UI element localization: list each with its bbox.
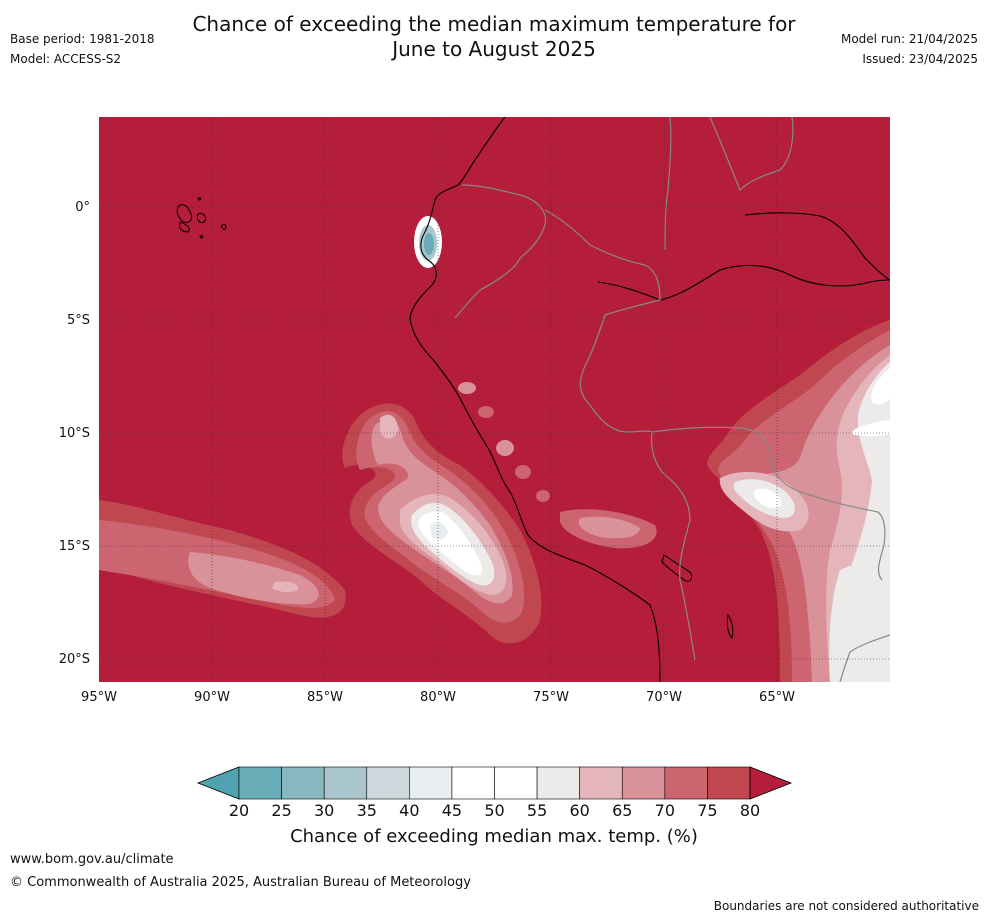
contour-ecuador-25 (424, 233, 434, 255)
colorbar-tick-label: 50 (484, 801, 504, 820)
colorbar-tick-label: 55 (527, 801, 547, 820)
lon-label-85w: 85°W (307, 690, 343, 705)
base-period: Base period: 1981-2018 (10, 32, 155, 46)
contour-bolivia-50 (753, 488, 782, 509)
colorbar-tick-label: 75 (697, 801, 717, 820)
colorbar-tick-label: 45 (442, 801, 462, 820)
contour-west-band-60 (272, 581, 299, 593)
colorbar-tick-label: 25 (271, 801, 291, 820)
colorbar-tick-label: 60 (569, 801, 589, 820)
colorbar-swatch (579, 766, 623, 800)
colorbar-tick-label: 65 (612, 801, 632, 820)
colorbar-swatch (621, 766, 666, 800)
colorbar-tick-label: 35 (357, 801, 377, 820)
model-name: Model: ACCESS-S2 (10, 52, 122, 66)
country-borders (454, 117, 890, 682)
lake-small (726, 613, 734, 639)
colorbar-swatch (494, 766, 538, 800)
colorbar-tick-label: 70 (655, 801, 675, 820)
colorbar-swatch (409, 766, 453, 800)
title-line-2: June to August 2025 (392, 37, 596, 61)
lat-label-10s: 10°S (59, 426, 90, 441)
colorbar-swatch (536, 766, 580, 800)
colorbar-tick-label: 80 (740, 801, 760, 820)
contour-small-blob-6 (536, 490, 550, 502)
colorbar-tick-label: 40 (399, 801, 419, 820)
footer-copyright: © Commonwealth of Australia 2025, Austra… (10, 875, 471, 890)
contour-east-50-b (851, 420, 890, 437)
lon-label-95w: 95°W (81, 690, 117, 705)
contour-east-50-a (871, 368, 890, 405)
coastline-amazon-river (597, 264, 890, 301)
meta-right: Model run: 21/04/2025 Issued: 23/04/2025 (841, 29, 978, 69)
lon-label-70w: 70°W (646, 690, 682, 705)
colorbar-swatch (366, 766, 410, 800)
lon-label-65w: 65°W (759, 690, 795, 705)
map-area[interactable] (99, 117, 890, 682)
lon-label-90w: 90°W (194, 690, 230, 705)
lat-label-15s: 15°S (59, 539, 90, 554)
lon-label-75w: 75°W (533, 690, 569, 705)
lat-label-20s: 20°S (59, 652, 90, 667)
coastline-amazon-delta (744, 212, 890, 281)
lake-titicaca (661, 554, 693, 582)
colorbar-swatch (664, 766, 708, 800)
lat-label-5s: 5°S (67, 313, 90, 328)
contour-small-blob-3 (478, 406, 494, 418)
colorbar-swatch (238, 766, 282, 800)
colorbar-swatch (323, 766, 368, 800)
meta-left: Base period: 1981-2018 Model: ACCESS-S2 (10, 29, 155, 69)
graticule (99, 117, 890, 682)
contour-small-blob-5 (515, 465, 531, 479)
colorbar-under-arrow (196, 766, 240, 800)
title-line-1: Chance of exceeding the median maximum t… (192, 12, 796, 36)
issued-date: Issued: 23/04/2025 (862, 52, 978, 66)
colorbar-swatch (707, 766, 751, 800)
colorbar-over-arrow (749, 766, 793, 800)
lat-label-0: 0° (75, 200, 90, 215)
footer-website[interactable]: www.bom.gov.au/climate (10, 852, 174, 867)
map-title: Chance of exceeding the median maximum t… (0, 12, 988, 62)
footer-disclaimer: Boundaries are not considered authoritat… (713, 899, 979, 913)
coastline-south-america (409, 117, 661, 682)
colorbar-title: Chance of exceeding median max. temp. (%… (290, 826, 698, 847)
contour-small-blob-2 (458, 382, 476, 394)
model-run: Model run: 21/04/2025 (840, 32, 978, 46)
colorbar-tick-label: 20 (229, 801, 249, 820)
colorbar-tick-label: 30 (314, 801, 334, 820)
colorbar: 20 25 30 35 40 45 50 55 60 65 70 75 80 (196, 766, 793, 820)
contour-small-blob-1 (380, 414, 398, 439)
lon-label-80w: 80°W (420, 690, 456, 705)
colorbar-swatch (281, 766, 325, 800)
contour-small-blob-4 (496, 440, 514, 456)
contour-inland-blob-inner (578, 516, 640, 539)
contour-peru-plume-45 (430, 522, 448, 540)
galapagos-islands (176, 197, 227, 239)
contour-east-south-55 (829, 561, 890, 682)
colorbar-swatch (451, 766, 495, 800)
